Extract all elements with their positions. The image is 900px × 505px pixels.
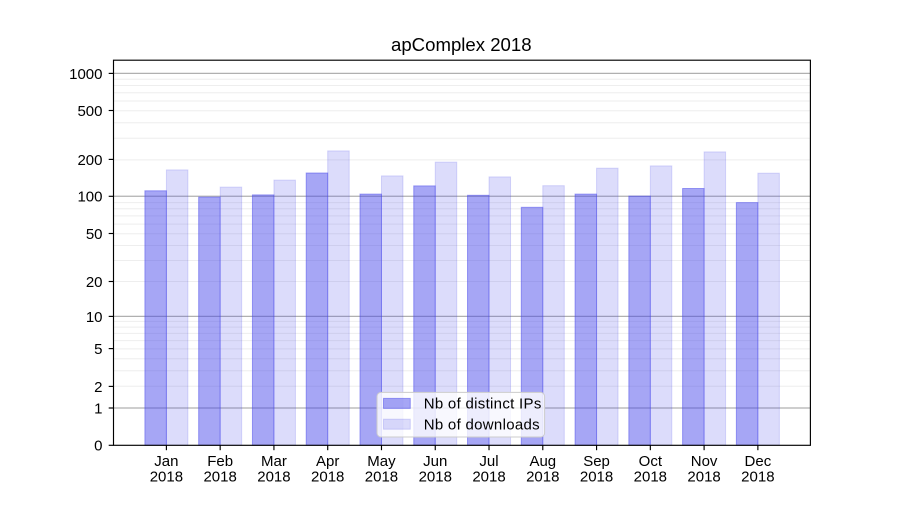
svg-text:2018: 2018: [311, 468, 344, 485]
svg-text:500: 500: [77, 103, 102, 120]
svg-text:Mar: Mar: [261, 453, 287, 470]
svg-text:2018: 2018: [634, 468, 667, 485]
svg-text:20: 20: [86, 274, 103, 291]
svg-text:Feb: Feb: [207, 453, 233, 470]
svg-text:apComplex 2018: apComplex 2018: [391, 34, 532, 55]
svg-text:Apr: Apr: [316, 453, 339, 470]
svg-text:Nb of distinct IPs: Nb of distinct IPs: [424, 396, 542, 413]
svg-text:2: 2: [94, 379, 102, 396]
svg-text:2018: 2018: [741, 468, 774, 485]
svg-text:50: 50: [86, 226, 103, 243]
svg-text:Jun: Jun: [423, 453, 447, 470]
svg-text:5: 5: [94, 341, 102, 358]
svg-text:2018: 2018: [687, 468, 720, 485]
svg-text:2018: 2018: [580, 468, 613, 485]
svg-text:Aug: Aug: [529, 453, 556, 470]
svg-text:2018: 2018: [472, 468, 505, 485]
svg-text:2018: 2018: [526, 468, 559, 485]
svg-text:Nov: Nov: [691, 453, 718, 470]
svg-text:Nb of downloads: Nb of downloads: [424, 417, 540, 434]
svg-text:2018: 2018: [419, 468, 452, 485]
svg-text:Dec: Dec: [745, 453, 772, 470]
svg-text:10: 10: [86, 309, 103, 326]
svg-text:0: 0: [94, 438, 102, 455]
svg-text:Oct: Oct: [639, 453, 663, 470]
svg-text:Sep: Sep: [583, 453, 610, 470]
svg-text:2018: 2018: [203, 468, 236, 485]
svg-text:1000: 1000: [69, 66, 102, 83]
svg-text:1: 1: [94, 400, 102, 417]
svg-text:100: 100: [77, 189, 102, 206]
svg-text:2018: 2018: [257, 468, 290, 485]
svg-text:May: May: [367, 453, 396, 470]
svg-text:2018: 2018: [365, 468, 398, 485]
svg-text:200: 200: [77, 152, 102, 169]
svg-text:2018: 2018: [150, 468, 183, 485]
svg-text:Jan: Jan: [154, 453, 178, 470]
svg-text:Jul: Jul: [479, 453, 498, 470]
